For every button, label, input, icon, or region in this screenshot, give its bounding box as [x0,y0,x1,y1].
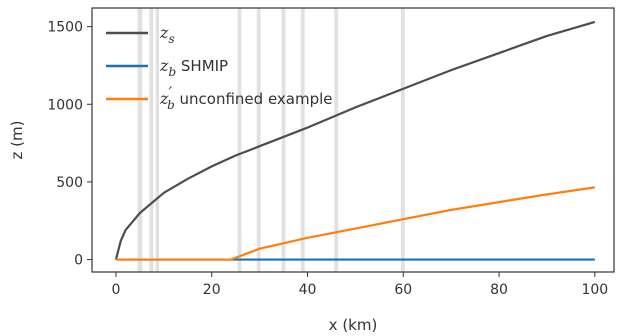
legend-symbol: z [159,23,169,42]
series-lines [114,20,596,261]
x-tick-label: 40 [299,282,317,298]
vertical-band [334,8,339,272]
vertical-bands [137,8,405,272]
vertical-band [400,8,405,272]
vertical-band [300,8,305,272]
x-tick-label: 20 [203,282,221,298]
x-axis-ticks: 0 20 40 60 80 100 [111,272,608,298]
y-tick-label: 1500 [47,20,83,36]
y-axis-label: z (m) [8,121,26,160]
x-tick-label: 80 [490,282,508,298]
x-tick-label: 0 [111,282,120,298]
y-axis-ticks: 0 500 1000 1500 [47,20,92,269]
x-tick-label: 100 [581,282,608,298]
legend-subscript: b [167,98,175,112]
legend-label: SHMIP [176,57,228,75]
x-axis-label: x (km) [329,316,378,334]
vertical-band [137,8,143,272]
y-tick-label: 500 [56,175,83,191]
vertical-band [237,8,242,272]
vertical-band [281,8,286,272]
legend-subscript: b [168,65,176,79]
y-tick-label: 1000 [47,97,83,113]
legend-subscript: s [168,32,174,46]
legend-entry: z′ b unconfined example [159,83,333,112]
legend-label: unconfined example [175,90,333,108]
plot-frame [91,7,615,273]
legend-entry: zb SHMIP [159,56,228,79]
legend-entry: zs [159,23,175,46]
legend-symbol: z [159,89,169,108]
legend-prime: ′ [168,83,172,102]
vertical-band [149,8,154,272]
y-tick-label: 0 [74,253,83,269]
vertical-band [155,8,160,272]
legend-symbol: z [159,56,169,75]
vertical-band [256,8,261,272]
series-line [115,186,596,261]
series-line [114,20,596,260]
x-tick-label: 60 [394,282,412,298]
